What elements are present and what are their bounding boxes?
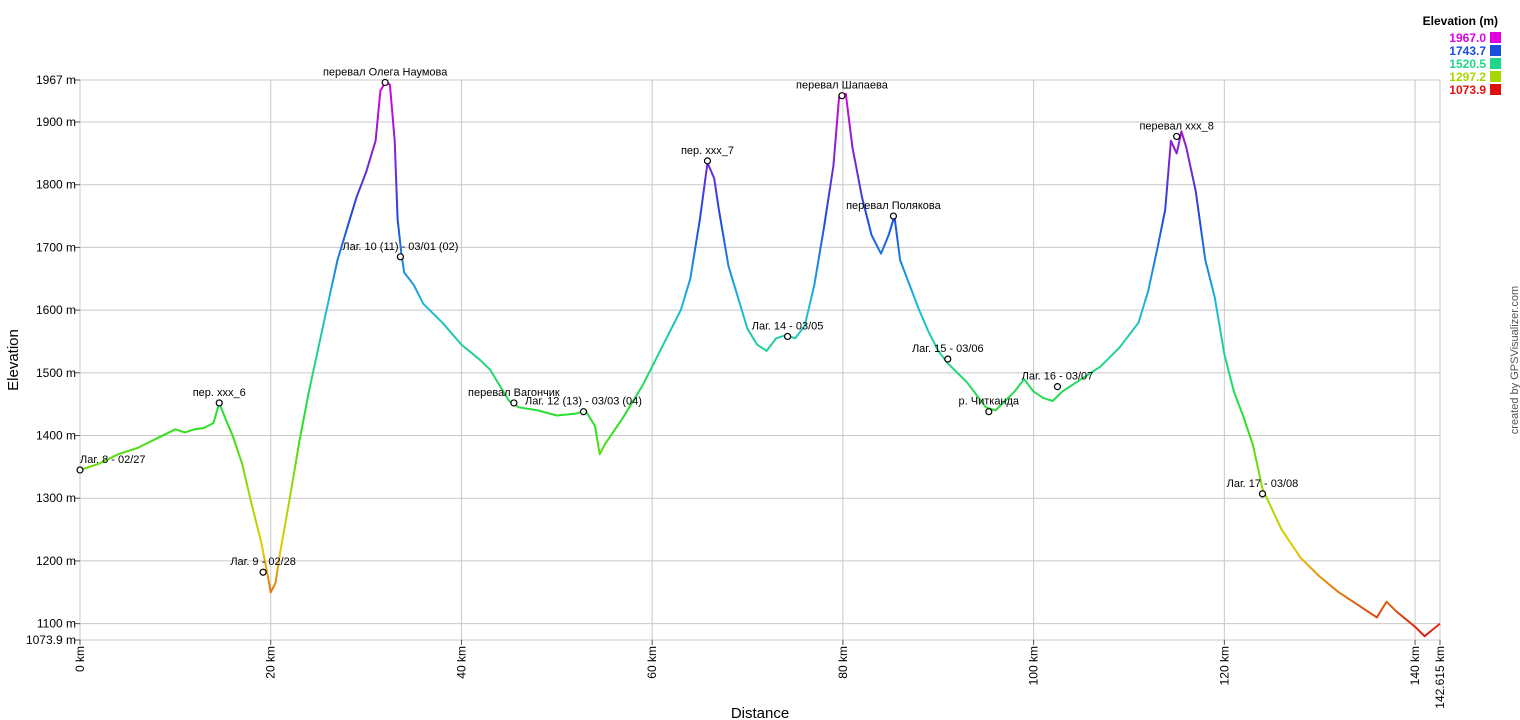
waypoint-marker xyxy=(76,466,84,474)
waypoint: Лаг. 16 - 03/07 xyxy=(1022,371,1094,391)
legend-value: 1743.7 xyxy=(1449,44,1486,58)
waypoint: перевал xxx_8 xyxy=(1139,120,1214,141)
x-tick-label: 0 km xyxy=(73,646,87,672)
y-tick-label: 1200 m xyxy=(36,554,76,568)
waypoint-label: пер. xxx_6 xyxy=(193,387,246,399)
y-tick-label: 1500 m xyxy=(36,366,76,380)
waypoint: перевал Шапаева xyxy=(796,80,889,100)
y-tick-label: 1700 m xyxy=(36,240,76,254)
waypoint-marker xyxy=(703,157,712,165)
waypoint-label: Лаг. 10 (11) - 03/01 (02) xyxy=(342,241,458,253)
waypoint-label: пер. xxx_7 xyxy=(681,145,734,157)
waypoint-marker xyxy=(579,408,588,416)
y-axis-ticks: 1967 m 1900 m 1800 m 1700 m 1600 m 1500 m 1400… xyxy=(26,73,80,647)
series-line-elevation xyxy=(79,81,1441,638)
waypoint-label: перевал Шапаева xyxy=(796,80,889,92)
x-tick-label: 142.615 km xyxy=(1433,646,1447,709)
legend-title: Elevation (m) xyxy=(1423,14,1498,28)
waypoint-label: перевал Олега Наумова xyxy=(323,67,448,79)
legend-value: 1297.2 xyxy=(1449,70,1486,84)
waypoint: Лаг. 12 (13) - 03/03 (04) xyxy=(525,396,642,416)
waypoint: Лаг. 9 - 02/28 xyxy=(230,556,296,576)
waypoint-label: р. Читканда xyxy=(959,396,1020,408)
x-tick-label: 100 km xyxy=(1027,646,1041,685)
waypoint-label: перевал Полякова xyxy=(846,200,942,212)
y-tick-label: 1300 m xyxy=(36,491,76,505)
plot-area xyxy=(79,79,1441,641)
waypoint: Лаг. 14 - 03/05 xyxy=(752,320,824,341)
x-axis-ticks: 0 km 20 km 40 km 60 km 80 km 100 km 120 km 140 … xyxy=(73,640,1447,709)
waypoint-marker xyxy=(259,568,267,576)
waypoint: перевал Олега Наумова xyxy=(323,67,448,87)
waypoint: Лаг. 10 (11) - 03/01 (02) xyxy=(342,241,458,261)
x-tick-label: 20 km xyxy=(264,646,278,679)
legend-value: 1520.5 xyxy=(1449,57,1486,71)
waypoint-label: Лаг. 12 (13) - 03/03 (04) xyxy=(525,396,642,408)
waypoint-marker xyxy=(510,399,518,407)
legend-value: 1967.0 xyxy=(1449,31,1486,45)
waypoint-marker xyxy=(838,92,846,100)
legend-swatch xyxy=(1490,84,1501,95)
legend-swatch xyxy=(1490,32,1501,43)
waypoint: р. Читканда xyxy=(959,396,1020,416)
y-tick-label: 1900 m xyxy=(36,115,76,129)
waypoint-marker xyxy=(396,253,405,261)
y-tick-label: 1800 m xyxy=(36,178,76,192)
y-tick-label: 1400 m xyxy=(36,429,76,443)
waypoint-label: Лаг. 16 - 03/07 xyxy=(1022,371,1094,383)
x-tick-label: 60 km xyxy=(645,646,659,679)
legend-swatch xyxy=(1490,58,1501,69)
y-axis-title: Elevation xyxy=(5,329,22,391)
waypoint: перевал Полякова xyxy=(846,200,942,220)
legend-value: 1073.9 xyxy=(1449,83,1486,97)
x-axis-title: Distance xyxy=(731,705,789,720)
waypoint-marker xyxy=(1173,132,1181,141)
waypoint-label: Лаг. 9 - 02/28 xyxy=(230,556,296,568)
waypoint-label: перевал Вагончик xyxy=(468,387,560,399)
waypoint: Лаг. 17 - 03/08 xyxy=(1227,478,1299,498)
y-tick-label: 1100 m xyxy=(37,617,76,631)
x-tick-label: 80 km xyxy=(836,646,850,679)
waypoint-marker xyxy=(783,332,792,341)
waypoint-label: Лаг. 8 - 02/27 xyxy=(80,454,146,466)
waypoint-label: перевал xxx_8 xyxy=(1139,120,1213,132)
waypoint-marker xyxy=(1053,383,1062,391)
legend-swatch xyxy=(1490,45,1501,56)
y-gridlines xyxy=(80,79,1440,641)
waypoint: Лаг. 15 - 03/06 xyxy=(912,343,984,363)
x-tick-label: 40 km xyxy=(454,646,468,679)
waypoint-marker xyxy=(1258,490,1267,498)
y-tick-label: 1967 m xyxy=(36,73,76,87)
legend-swatch xyxy=(1490,71,1501,82)
x-tick-label: 120 km xyxy=(1217,646,1231,685)
waypoint: пер. xxx_6 xyxy=(193,387,246,407)
waypoint-label: Лаг. 14 - 03/05 xyxy=(752,320,824,332)
waypoint-marker xyxy=(381,78,389,87)
waypoint: пер. xxx_7 xyxy=(681,145,734,165)
waypoint-marker xyxy=(889,212,898,220)
waypoint-label: Лаг. 17 - 03/08 xyxy=(1227,478,1299,490)
waypoint-label: Лаг. 15 - 03/06 xyxy=(912,343,984,355)
waypoints-layer: Лаг. 8 - 02/27 пер. xxx_6 Лаг. 9 - 02/28 пе… xyxy=(76,67,1299,576)
waypoint: Лаг. 8 - 02/27 xyxy=(76,454,146,474)
x-gridlines xyxy=(79,80,1441,640)
waypoint-marker xyxy=(985,408,993,416)
waypoint: перевал Вагончик xyxy=(468,387,560,407)
x-tick-label: 140 km xyxy=(1408,646,1422,685)
waypoint-marker xyxy=(944,355,952,363)
credit-text: created by GPSVisualizer.com xyxy=(1509,286,1520,434)
y-tick-label: 1600 m xyxy=(36,303,76,317)
waypoint-marker xyxy=(215,399,223,407)
y-tick-label: 1073.9 m xyxy=(26,633,76,647)
